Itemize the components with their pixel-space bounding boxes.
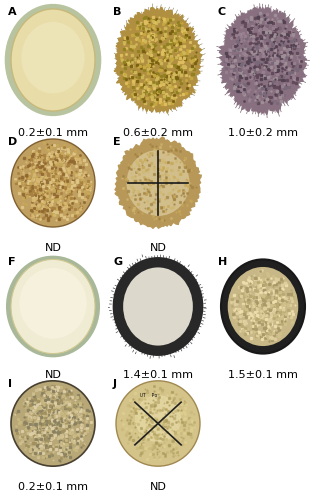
Text: G: G: [113, 258, 122, 268]
Ellipse shape: [221, 260, 305, 354]
Ellipse shape: [11, 9, 95, 111]
Ellipse shape: [228, 267, 298, 346]
Text: E: E: [113, 137, 121, 147]
Ellipse shape: [6, 256, 100, 358]
Text: 0.2±0.1 mm: 0.2±0.1 mm: [18, 128, 88, 138]
Text: ND: ND: [149, 482, 167, 492]
Text: ND: ND: [45, 370, 61, 380]
Ellipse shape: [11, 139, 95, 227]
Ellipse shape: [126, 150, 190, 216]
Ellipse shape: [5, 4, 101, 116]
Polygon shape: [114, 8, 202, 113]
Text: 0.2±0.1 mm: 0.2±0.1 mm: [18, 482, 88, 492]
Text: 0.6±0.2 mm: 0.6±0.2 mm: [123, 128, 193, 138]
Text: D: D: [8, 137, 17, 147]
Text: A: A: [8, 6, 17, 16]
Text: 1.0±0.2 mm: 1.0±0.2 mm: [228, 128, 298, 138]
Text: ND: ND: [149, 243, 167, 253]
Text: H: H: [218, 258, 227, 268]
Ellipse shape: [123, 268, 193, 345]
Ellipse shape: [116, 381, 200, 466]
Text: J: J: [113, 379, 117, 389]
Ellipse shape: [135, 395, 181, 442]
Ellipse shape: [11, 381, 95, 466]
Text: F: F: [8, 258, 15, 268]
Text: B: B: [113, 6, 121, 16]
Text: UT  Po: UT Po: [140, 393, 157, 398]
Text: ND: ND: [45, 243, 61, 253]
Text: 1.4±0.1 mm: 1.4±0.1 mm: [123, 370, 193, 380]
Polygon shape: [115, 137, 201, 228]
Polygon shape: [219, 7, 307, 114]
Text: 1.5±0.1 mm: 1.5±0.1 mm: [228, 370, 298, 380]
Ellipse shape: [112, 257, 204, 356]
Ellipse shape: [19, 268, 87, 338]
Text: I: I: [8, 379, 12, 389]
Text: C: C: [218, 6, 226, 16]
Ellipse shape: [11, 260, 95, 354]
Ellipse shape: [21, 22, 84, 94]
